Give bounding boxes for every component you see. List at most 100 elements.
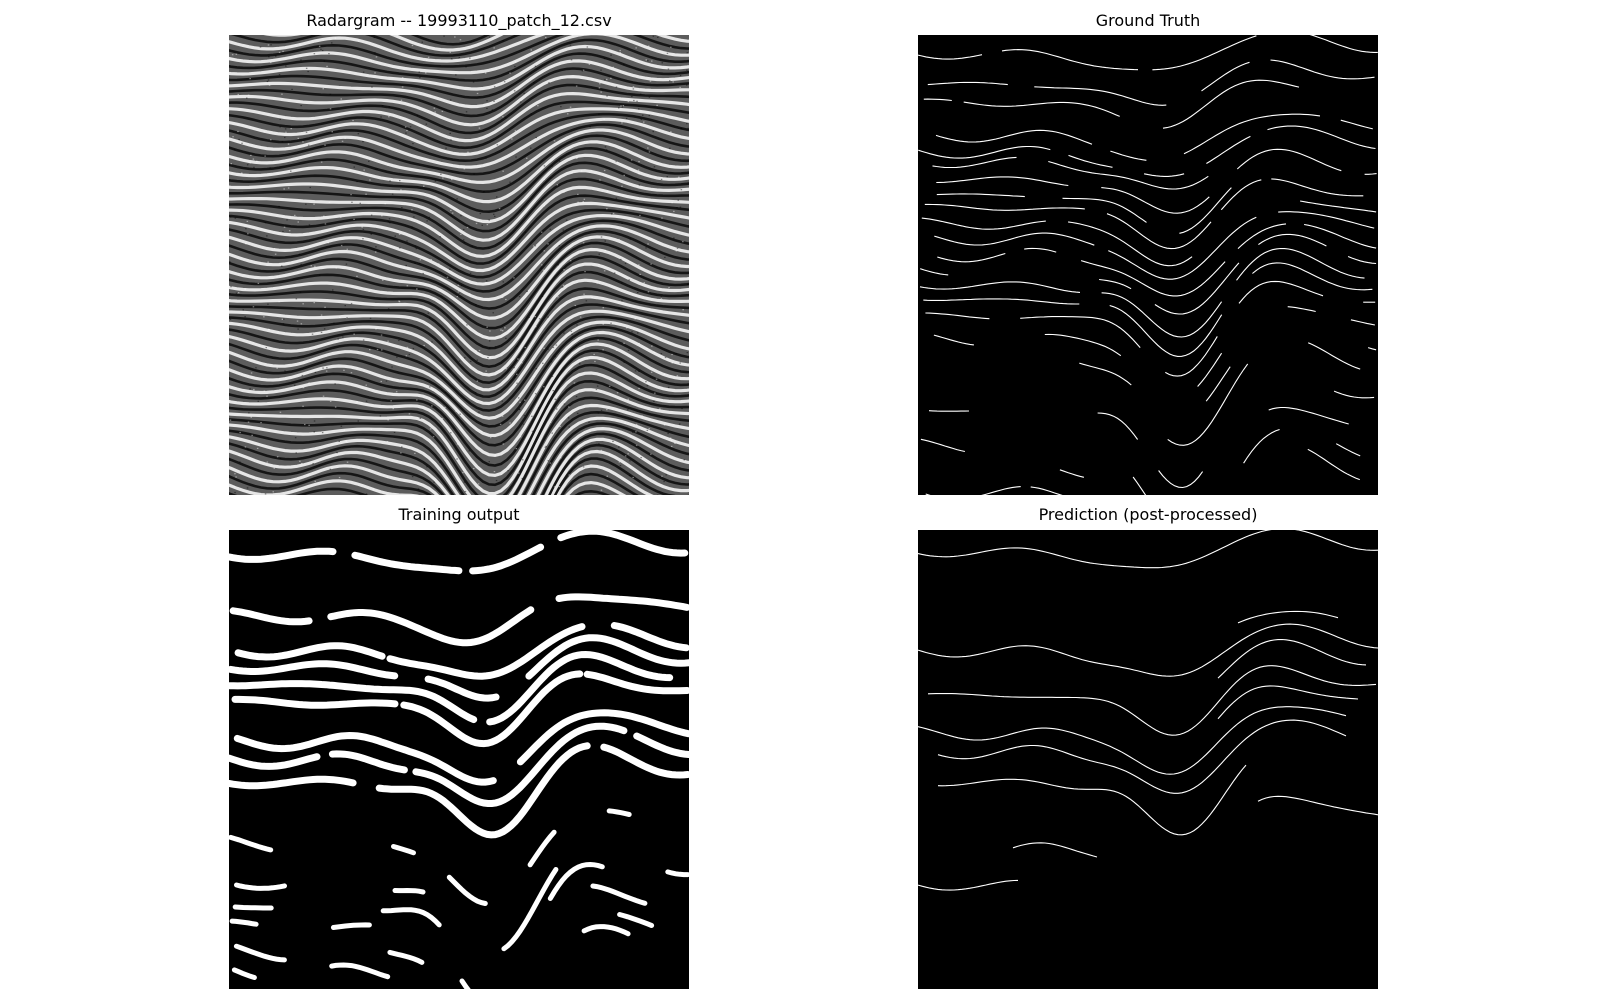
radargram-speckle (509, 181, 511, 183)
radargram-speckle (648, 151, 651, 153)
radargram-speckle (646, 348, 648, 350)
radargram-light-band (229, 235, 689, 320)
radargram-speckle (369, 317, 372, 319)
radargram-speckle (615, 86, 618, 88)
radargram-speckle (505, 337, 507, 339)
training-output-band (600, 743, 689, 779)
radargram-speckle (293, 384, 296, 386)
ground-truth-horizon (1347, 255, 1377, 265)
radargram-dark-band (229, 287, 689, 385)
radargram-speckle (571, 172, 574, 174)
radargram-speckle (519, 101, 522, 103)
radargram-speckle (500, 141, 502, 143)
radargram-speckle (426, 220, 428, 222)
radargram-speckle (533, 82, 535, 84)
radargram-speckle (310, 265, 312, 267)
radargram-speckle (463, 241, 466, 243)
training-output-band (392, 887, 426, 895)
radargram-speckle (518, 472, 520, 474)
radargram-speckle (677, 199, 679, 201)
radargram-speckle (278, 51, 281, 53)
radargram-speckle (302, 405, 304, 407)
radargram-speckle (561, 286, 564, 288)
radargram-speckle (599, 83, 601, 85)
radargram-speckle (678, 176, 680, 178)
ground-truth-horizon (1020, 316, 1141, 348)
radargram-speckle (643, 282, 645, 284)
radargram-speckle (586, 141, 588, 143)
radargram-speckle (387, 308, 390, 310)
radargram-speckle (613, 272, 616, 274)
radargram-speckle (346, 317, 348, 319)
radargram-dark-band (229, 229, 689, 310)
radargram-speckle (311, 333, 314, 335)
radargram-speckle (322, 88, 324, 90)
ground-truth-horizon (1101, 187, 1210, 214)
radargram-speckle (680, 128, 682, 130)
radargram-speckle (606, 78, 608, 80)
radargram-speckle (650, 453, 652, 455)
training-output-band (501, 867, 559, 952)
radargram-speckle (238, 454, 240, 457)
radargram-speckle (369, 349, 371, 351)
training-output-band (459, 978, 471, 989)
radargram-speckle (246, 220, 249, 222)
radargram-speckle (627, 409, 629, 411)
radargram-speckle (278, 74, 281, 76)
radargram-speckle (680, 128, 683, 130)
ground-truth-image (918, 35, 1378, 495)
ground-truth-horizon (1109, 304, 1223, 357)
radargram-speckle (563, 269, 565, 271)
radargram-speckle (540, 267, 542, 269)
radargram-speckle (556, 408, 558, 410)
radargram-speckle (534, 393, 537, 395)
radargram-speckle (531, 260, 533, 262)
radargram-speckle (547, 243, 549, 245)
radargram-light-band (229, 169, 689, 242)
radargram-speckle (456, 458, 458, 460)
radargram-speckle (671, 362, 673, 364)
radargram-speckle (599, 179, 601, 181)
radargram-speckle (552, 306, 554, 308)
radargram-light-band (229, 388, 689, 495)
radargram-speckle (350, 372, 353, 374)
radargram-light-band (229, 35, 689, 75)
radargram-speckle (369, 179, 371, 181)
radargram-speckle (423, 185, 425, 187)
radargram-speckle (668, 386, 670, 388)
radargram-speckle (646, 385, 649, 387)
radargram-speckle (543, 347, 545, 349)
training-output-band (606, 808, 632, 817)
radargram-speckle (281, 265, 283, 267)
radargram-speckle (431, 405, 433, 407)
radargram-speckle (300, 323, 303, 325)
radargram-speckle (597, 339, 599, 341)
radargram-speckle (396, 356, 398, 358)
radargram-speckle (346, 248, 348, 250)
radargram-speckle (449, 132, 451, 134)
radargram-speckle (398, 300, 400, 302)
radargram-speckle (438, 263, 440, 265)
radargram-speckle (513, 90, 516, 92)
radargram-speckle (406, 346, 409, 348)
radargram-speckle (463, 168, 466, 170)
radargram-speckle (278, 205, 280, 207)
radargram-speckle (460, 285, 463, 287)
radargram-speckle (502, 40, 504, 42)
radargram-speckle (466, 267, 468, 269)
radargram-speckle (309, 186, 311, 189)
ground-truth-horizon (1335, 443, 1361, 457)
ground-truth-horizon (1300, 200, 1377, 213)
radargram-speckle (458, 56, 461, 59)
radargram-speckle (329, 93, 332, 95)
radargram-speckle (557, 296, 559, 298)
radargram-speckle (338, 476, 341, 479)
radargram-speckle (634, 318, 636, 320)
prediction-horizon (1217, 638, 1367, 679)
radargram-speckle (541, 295, 544, 297)
radargram-speckle (229, 458, 231, 460)
ground-truth-horizon (1287, 306, 1316, 313)
radargram-dark-band (229, 161, 689, 233)
radargram-speckle (641, 415, 643, 417)
radargram-speckle (253, 166, 255, 168)
